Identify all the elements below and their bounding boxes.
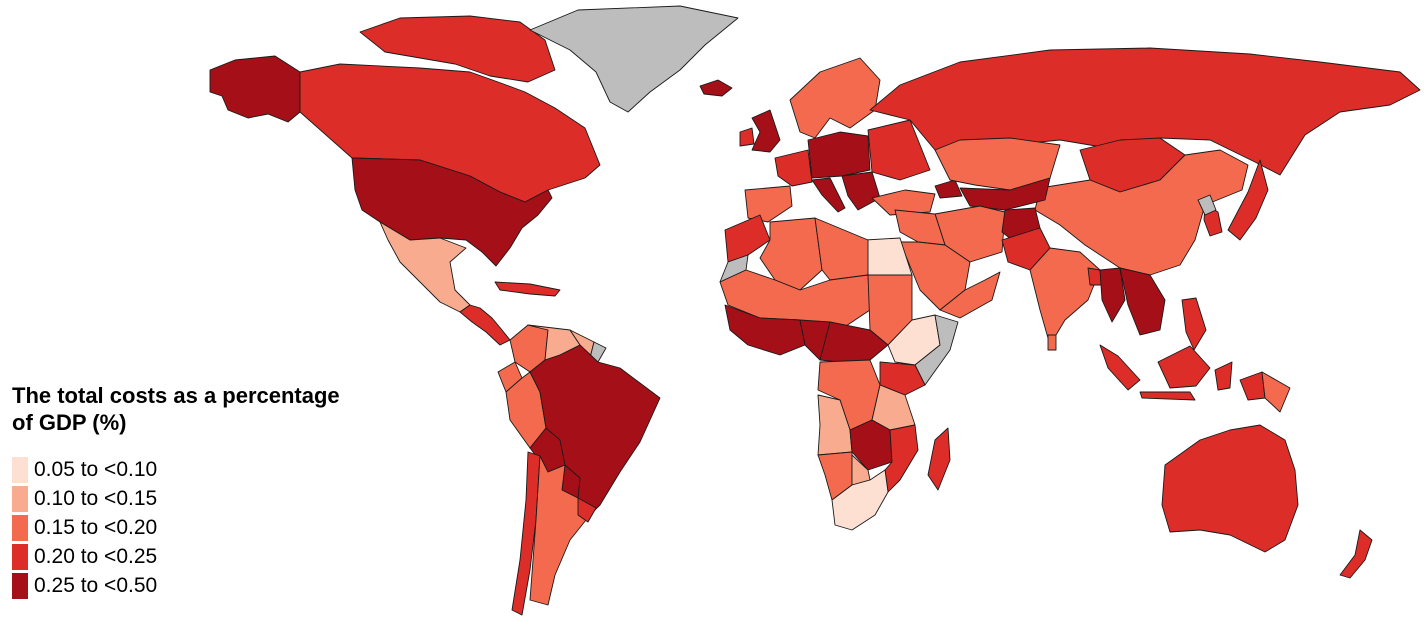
region-central-asia	[959, 177, 1051, 211]
region-saudi-arabia	[899, 241, 971, 311]
legend-title-line-2: of GDP (%)	[12, 410, 127, 435]
region-madagascar	[927, 427, 951, 491]
region-turkey	[871, 189, 936, 216]
region-south-africa	[831, 469, 889, 531]
region-caucasus	[934, 179, 963, 199]
region-ireland	[739, 127, 755, 147]
legend-item: 0.10 to <0.15	[12, 484, 442, 513]
legend-title-line-1: The total costs as a percentage	[12, 383, 340, 408]
region-papua-new-guinea	[1261, 371, 1291, 413]
region-uruguay	[577, 497, 597, 523]
legend-item: 0.20 to <0.25	[12, 542, 442, 571]
region-central-america	[459, 304, 511, 346]
legend-label: 0.15 to <0.20	[34, 515, 158, 539]
legend-label: 0.20 to <0.25	[34, 544, 158, 568]
region-greenland	[529, 5, 739, 113]
region-france	[774, 149, 813, 187]
region-iceland	[699, 79, 733, 97]
region-central-europe	[807, 131, 871, 179]
region-indochina	[1119, 267, 1166, 336]
region-mozambique	[884, 424, 919, 493]
region-japan	[1227, 159, 1269, 241]
region-east-africa	[879, 361, 926, 396]
region-canada-arctic	[359, 15, 556, 83]
region-libya	[814, 217, 869, 281]
region-australia	[1161, 424, 1299, 553]
region-balkans	[841, 171, 881, 211]
map-legend: The total costs as a percentage of GDP (…	[12, 382, 442, 600]
region-united-kingdom	[751, 109, 781, 153]
region-italy	[811, 177, 846, 213]
region-yemen-oman	[939, 271, 1001, 319]
region-new-zealand	[1339, 529, 1373, 579]
region-iberia	[744, 185, 793, 223]
region-java	[1139, 391, 1196, 401]
legend-swatch	[12, 456, 28, 483]
region-myanmar	[1099, 267, 1126, 323]
region-alaska	[209, 55, 301, 123]
legend-item: 0.15 to <0.20	[12, 513, 442, 542]
legend-swatch	[12, 485, 28, 512]
region-sri-lanka	[1047, 334, 1057, 351]
region-morocco	[724, 214, 771, 263]
region-brazil	[529, 344, 661, 521]
region-caribbean	[494, 281, 561, 297]
region-philippines	[1181, 297, 1207, 351]
legend-swatch	[12, 543, 28, 570]
region-india	[1029, 247, 1101, 346]
legend-label: 0.05 to <0.10	[34, 457, 158, 481]
legend-item: 0.25 to <0.50	[12, 571, 442, 600]
legend-label: 0.10 to <0.15	[34, 486, 158, 510]
region-borneo	[1157, 345, 1211, 389]
legend-title: The total costs as a percentage of GDP (…	[12, 382, 442, 436]
region-argentina	[529, 455, 591, 606]
legend-swatch	[12, 572, 28, 599]
region-sumatra	[1099, 344, 1141, 391]
region-eastern-europe	[867, 119, 931, 181]
region-sulawesi	[1214, 361, 1233, 391]
region-west-africa	[724, 304, 806, 356]
region-north-korea	[1197, 194, 1217, 216]
legend-swatch	[12, 514, 28, 541]
legend-item: 0.05 to <0.10	[12, 455, 442, 484]
region-scandinavia	[789, 57, 881, 139]
region-new-guinea	[1239, 371, 1266, 401]
legend-label: 0.25 to <0.50	[34, 573, 158, 597]
